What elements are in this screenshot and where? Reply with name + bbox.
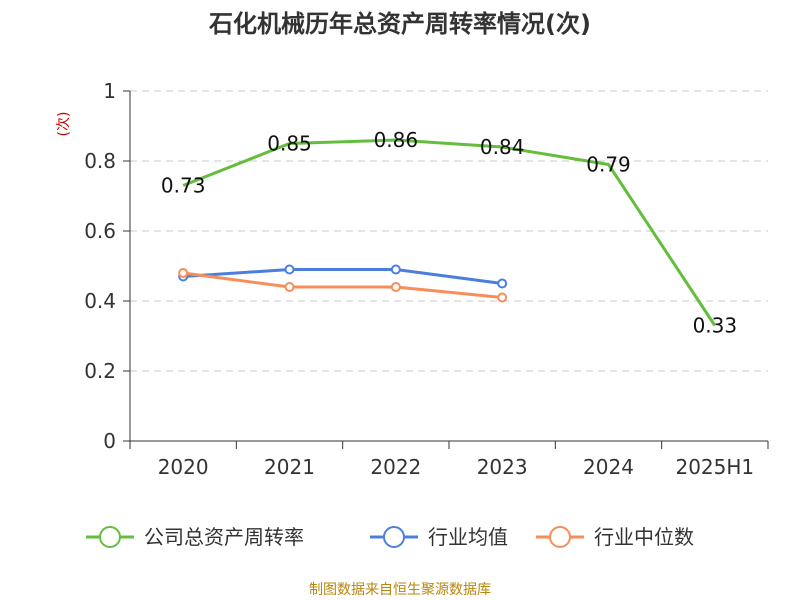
series-2-point-2021 (284, 282, 295, 292)
y-tick-label-2: 0.4 (84, 289, 116, 313)
x-tick-label-2023: 2023 (477, 455, 528, 479)
legend-label: 行业中位数 (594, 525, 694, 549)
series-1-point-2023 (497, 278, 508, 289)
series-2-point-2023 (497, 292, 508, 303)
legend-swatch-marker (99, 526, 121, 548)
x-tick-label-2020: 2020 (158, 455, 209, 479)
source-note: 制图数据来自恒生聚源数据库 (309, 582, 491, 598)
data-label-2022: 0.86 (374, 128, 419, 152)
y-axis-label: (次) (56, 112, 72, 137)
series-line-2 (182, 271, 503, 299)
data-label-2020: 0.73 (161, 174, 206, 198)
data-label-2021: 0.85 (267, 132, 312, 156)
x-tick-label-2021: 2021 (264, 455, 315, 479)
axes: 0 0.2 0.4 0.6 0.8 1 2020 2021 2022 2023 2024 2025H1 (84, 79, 769, 479)
grid-lines (130, 90, 768, 372)
y-tick-label-0: 0 (103, 429, 116, 453)
x-tick-label-2024: 2024 (583, 455, 634, 479)
legend-swatch-marker (383, 526, 405, 548)
legend-item-2[interactable]: 行业中位数 (536, 525, 694, 549)
legend-item-1[interactable]: 行业均值 (370, 525, 508, 549)
series-2-point-2022 (390, 282, 401, 292)
legend-label: 公司总资产周转率 (144, 525, 304, 549)
series-line-0 (182, 138, 717, 327)
x-tick-label-2025H1: 2025H1 (675, 455, 754, 479)
chart-title: 石化机械历年总资产周转率情况(次) (208, 10, 591, 38)
y-tick-label-5: 1 (103, 79, 116, 103)
data-label-2023: 0.84 (480, 135, 525, 159)
data-labels: 0.73 0.85 0.86 0.84 0.79 0.33 (161, 128, 737, 338)
y-tick-label-3: 0.6 (84, 219, 116, 243)
series-2-point-2020 (178, 268, 189, 278)
y-tick-label-4: 0.8 (84, 149, 116, 173)
x-tick-label-2022: 2022 (370, 455, 421, 479)
series-1-point-2021 (284, 264, 295, 275)
legend-swatch-marker (549, 526, 571, 548)
series-line-1 (183, 268, 503, 285)
data-label-2025H1: 0.33 (693, 314, 738, 338)
data-label-2024: 0.79 (586, 153, 631, 177)
legend: 公司总资产周转率 行业均值 行业中位数 (86, 525, 694, 549)
series-layer (178, 138, 717, 327)
legend-item-0[interactable]: 公司总资产周转率 (86, 525, 304, 549)
legend-label: 行业均值 (428, 525, 508, 549)
y-tick-label-1: 0.2 (84, 359, 116, 383)
series-1-point-2022 (390, 264, 401, 275)
